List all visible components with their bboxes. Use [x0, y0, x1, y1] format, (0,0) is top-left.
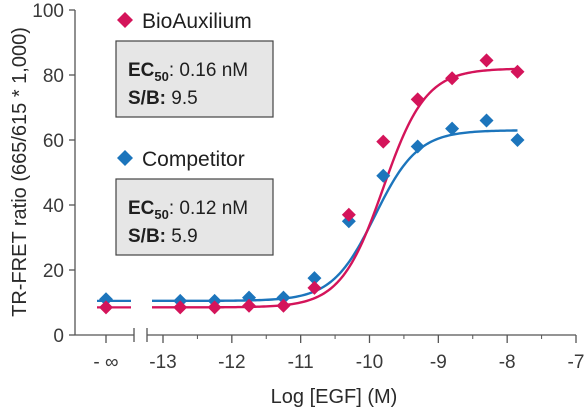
ec50-bioauxilium: EC50: 0.16 nM	[128, 60, 248, 84]
data-point-bioauxilium	[479, 53, 494, 68]
data-point-bioauxilium	[510, 64, 525, 79]
legend-label-bioauxilium: BioAuxilium	[142, 10, 252, 33]
stats-box-bioauxilium-bg	[115, 40, 274, 118]
sb-bioauxilium: S/B: 9.5	[128, 88, 198, 109]
stats-box-bioauxilium: EC50: 0.16 nM S/B: 9.5	[115, 40, 274, 118]
sb-value-competitor: 5.9	[166, 226, 198, 247]
y-tick-label: 100	[32, 1, 64, 22]
data-point-bioauxilium	[207, 300, 222, 315]
ec50-subscript: 50	[154, 207, 168, 222]
y-tick-label: 80	[43, 66, 64, 87]
y-tick-label: 20	[43, 261, 64, 282]
x-tick-label: -13	[149, 352, 176, 373]
data-point-competitor	[276, 290, 291, 305]
data-point-competitor	[242, 290, 257, 305]
data-point-bioauxilium	[410, 92, 425, 107]
data-point-bioauxilium	[445, 71, 460, 86]
stats-box-competitor-bg	[115, 178, 274, 256]
x-tick-label: -7	[568, 352, 585, 373]
legend-bioauxilium: BioAuxilium	[117, 10, 252, 33]
data-points	[99, 53, 525, 315]
sb-competitor: S/B: 5.9	[128, 226, 198, 247]
y-tick-label: 60	[43, 131, 64, 152]
data-point-neg-inf-competitor	[99, 292, 113, 307]
data-point-bioauxilium	[307, 280, 322, 295]
data-point-competitor	[479, 113, 494, 128]
ec50-label: EC	[128, 198, 155, 219]
y-axis-title: TR-FRET ratio (665/615 * 1,000)	[9, 27, 31, 317]
ec50-label: EC	[128, 60, 155, 81]
data-point-bioauxilium	[242, 298, 257, 313]
ec50-value-competitor: : 0.12 nM	[169, 198, 248, 219]
data-point-bioauxilium	[276, 298, 291, 313]
ec50-subscript: 50	[154, 69, 168, 84]
x-tick-label: -8	[499, 352, 516, 373]
x-tick-label: -12	[218, 352, 245, 373]
ec50-competitor: EC50: 0.12 nM	[128, 198, 248, 222]
data-point-bioauxilium	[376, 134, 391, 149]
x-tick-label: -11	[288, 352, 314, 373]
fit-curve-bioauxilium	[152, 67, 518, 309]
data-point-neg-inf-bioauxilium	[99, 300, 113, 315]
data-point-competitor	[307, 271, 322, 286]
data-point-bioauxilium	[341, 207, 356, 222]
sb-label: S/B:	[128, 88, 166, 109]
data-point-competitor	[445, 121, 460, 136]
sb-value-bioauxilium: 9.5	[166, 88, 198, 109]
sb-label: S/B:	[128, 226, 166, 247]
data-point-bioauxilium	[173, 300, 188, 315]
stats-box-competitor: EC50: 0.12 nM S/B: 5.9	[115, 178, 274, 256]
data-point-competitor	[376, 168, 391, 183]
axes: 0 20 40 60 80 100 - ∞ -13 -12 -11 -10 -9 -8 -7	[32, 1, 584, 373]
x-tick-label: -9	[430, 352, 447, 373]
legend-competitor: Competitor	[117, 148, 245, 171]
data-point-competitor	[510, 133, 525, 147]
data-point-competitor	[410, 139, 425, 154]
legend-label-competitor: Competitor	[142, 148, 245, 171]
fit-curve-competitor	[152, 129, 518, 303]
x-axis-title: Log [EGF] (M)	[271, 386, 398, 408]
y-tick-label: 40	[43, 196, 64, 217]
legend-marker-bioauxilium	[117, 12, 133, 28]
y-tick-label: 0	[53, 326, 64, 347]
ec50-value-bioauxilium: : 0.16 nM	[169, 60, 248, 81]
legend-marker-competitor	[117, 150, 133, 166]
x-tick-label: -10	[356, 352, 383, 373]
x-tick-label-neg-inf: - ∞	[93, 352, 118, 373]
